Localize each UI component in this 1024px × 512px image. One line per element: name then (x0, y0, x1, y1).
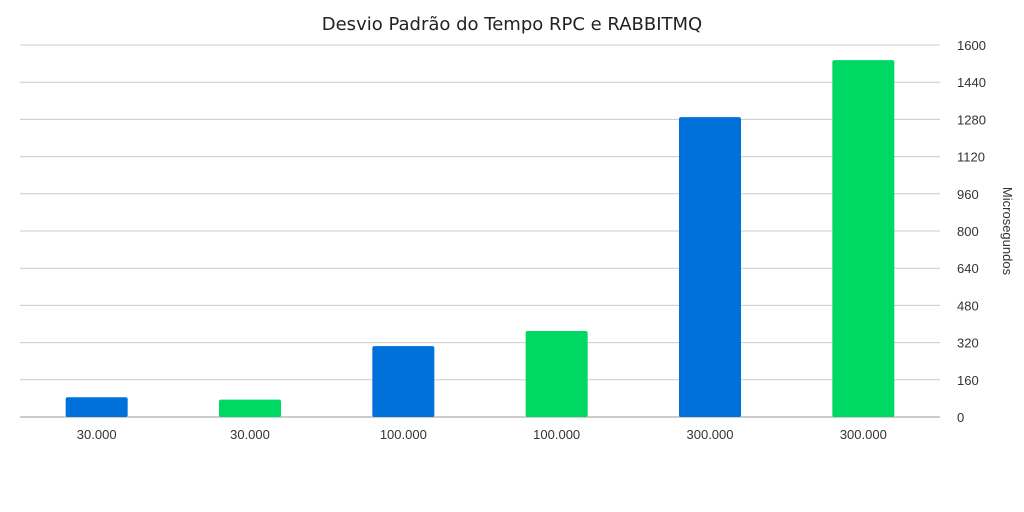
chart-title: Desvio Padrão do Tempo RPC e RABBITMQ (322, 14, 702, 35)
y-tick-label: 800 (957, 224, 979, 239)
bar-2 (219, 399, 281, 417)
x-tick-label: 300.000 (840, 427, 887, 442)
y-tick-label: 1600 (957, 38, 986, 53)
y-tick-label: 1120 (957, 150, 985, 165)
y-axis-label: Microsegundos (1000, 187, 1015, 276)
gridlines (20, 44, 940, 418)
x-tick-label: 30.000 (230, 427, 270, 442)
bar-1 (65, 397, 128, 417)
bar-6 (832, 60, 895, 418)
bar-4 (525, 330, 588, 417)
y-axis-ticks: 0 160 320 480 640 800 960 1120 1280 1440 1600 (957, 38, 986, 425)
y-tick-label: 480 (957, 298, 979, 313)
y-tick-label: 0 (957, 410, 964, 425)
y-tick-label: 640 (957, 261, 979, 276)
x-tick-label: 100.000 (533, 427, 580, 442)
x-tick-label: 100.000 (380, 427, 427, 442)
x-axis-ticks: 30.000 30.000 100.000 100.000 300.000 300.000 (77, 427, 887, 442)
bar-3 (372, 346, 435, 417)
bar-5 (679, 117, 741, 417)
x-tick-label: 30.000 (77, 427, 117, 442)
x-tick-label: 300.000 (687, 427, 734, 442)
y-tick-label: 1440 (957, 75, 986, 90)
y-tick-label: 1280 (957, 112, 986, 127)
y-tick-label: 320 (957, 336, 979, 351)
y-tick-label: 960 (957, 187, 979, 202)
y-tick-label: 160 (957, 373, 979, 388)
bars (65, 60, 895, 418)
